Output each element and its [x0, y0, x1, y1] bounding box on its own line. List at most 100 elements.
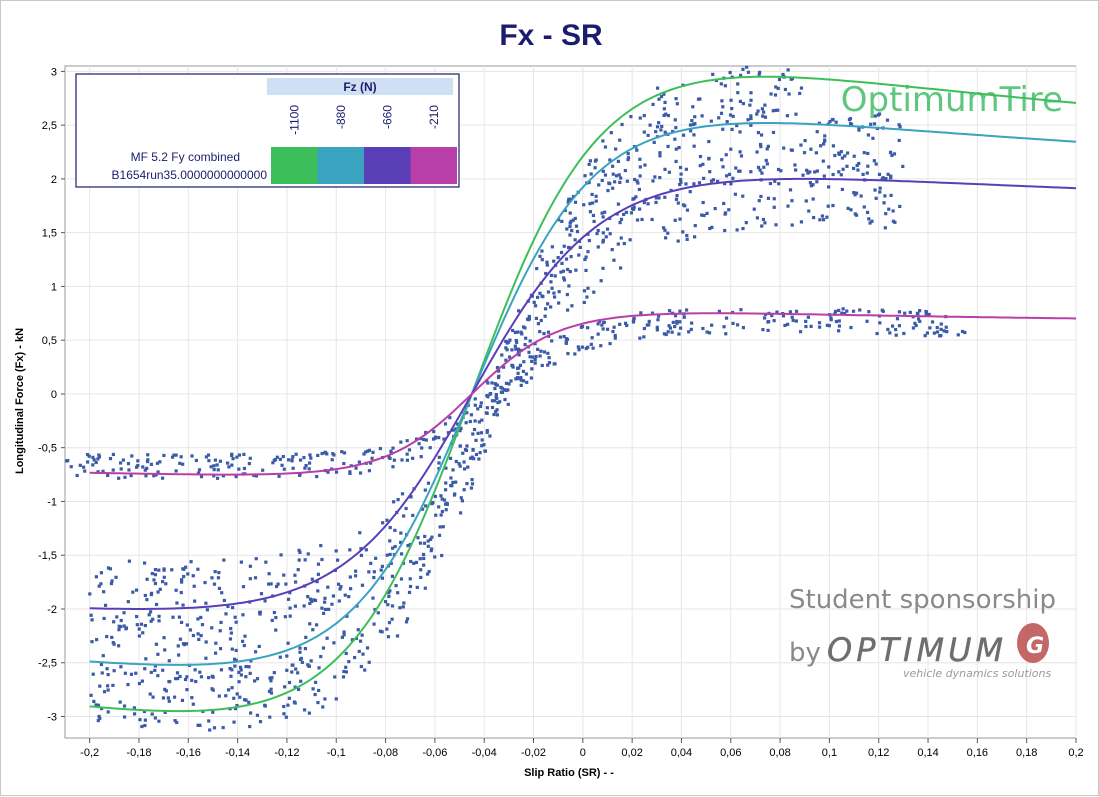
data-point	[304, 463, 308, 468]
data-point	[308, 601, 312, 606]
data-point	[594, 199, 598, 203]
x-tick-label: 0,14	[917, 747, 938, 759]
data-point	[431, 500, 435, 505]
data-point	[96, 470, 100, 474]
data-point	[132, 706, 137, 710]
data-point	[603, 173, 608, 177]
data-point	[852, 154, 856, 158]
data-point	[664, 236, 668, 240]
data-point	[443, 488, 448, 492]
data-point	[253, 576, 258, 580]
data-point	[884, 176, 888, 181]
data-point	[78, 463, 82, 467]
data-point	[741, 326, 746, 330]
data-point	[528, 355, 532, 359]
data-point	[676, 201, 680, 205]
data-point	[367, 660, 371, 664]
data-point	[793, 168, 798, 172]
data-point	[385, 553, 389, 557]
data-point	[515, 340, 519, 344]
data-point	[433, 494, 437, 499]
data-point	[730, 127, 734, 132]
data-point	[267, 572, 271, 576]
data-point	[89, 613, 93, 617]
data-point	[180, 580, 184, 584]
data-point	[574, 268, 578, 272]
y-tick-label: -2	[47, 604, 57, 616]
data-point	[840, 156, 845, 160]
data-point	[668, 326, 673, 330]
data-point	[761, 114, 765, 118]
data-point	[230, 453, 234, 458]
data-point	[387, 621, 392, 625]
data-point	[228, 637, 233, 641]
data-point	[790, 223, 794, 227]
data-point	[154, 473, 158, 477]
data-point	[406, 543, 410, 548]
optimum-tagline: vehicle dynamics solutions	[903, 667, 1051, 680]
data-point	[452, 493, 457, 497]
data-point	[601, 139, 605, 143]
data-point	[90, 618, 94, 622]
data-point	[399, 540, 403, 545]
data-point	[918, 319, 922, 323]
data-point	[226, 604, 230, 608]
data-point	[578, 245, 582, 250]
data-point	[657, 121, 661, 125]
data-point	[181, 603, 185, 607]
data-point	[468, 419, 472, 424]
data-point	[308, 453, 312, 457]
data-point	[290, 459, 294, 463]
legend-swatch-fz	[271, 147, 318, 184]
data-point	[323, 450, 327, 454]
data-point	[333, 675, 337, 679]
data-point	[391, 446, 395, 450]
data-point	[424, 438, 428, 442]
data-point	[227, 465, 231, 469]
data-point	[833, 153, 837, 158]
data-point	[438, 525, 442, 529]
data-point	[884, 212, 888, 216]
data-point	[833, 309, 838, 314]
data-point	[639, 311, 643, 315]
y-tick-label: 0,5	[42, 335, 57, 347]
data-point	[691, 105, 695, 109]
data-point	[570, 304, 574, 308]
data-point	[480, 438, 484, 442]
data-point	[861, 172, 865, 177]
data-point	[638, 157, 642, 161]
data-point	[852, 191, 856, 195]
data-point	[303, 466, 307, 470]
data-point	[126, 682, 130, 687]
data-point	[237, 670, 241, 674]
data-point	[192, 584, 196, 588]
data-point	[839, 173, 843, 177]
data-point	[553, 274, 557, 278]
data-point	[798, 330, 803, 334]
data-point	[121, 458, 125, 462]
data-point	[619, 236, 623, 240]
data-point	[662, 113, 666, 117]
data-point	[837, 319, 841, 323]
data-point	[430, 547, 434, 551]
data-point	[221, 725, 225, 730]
data-point	[369, 561, 373, 565]
data-point	[212, 464, 216, 468]
data-point	[768, 181, 773, 186]
data-point	[215, 463, 219, 467]
data-point	[85, 460, 90, 464]
data-point	[450, 484, 454, 488]
data-point	[311, 628, 315, 632]
data-point	[148, 610, 153, 614]
data-point	[218, 629, 222, 633]
data-point	[538, 254, 542, 258]
data-point	[102, 616, 106, 621]
data-point	[137, 634, 142, 638]
data-point	[385, 627, 389, 631]
data-point	[235, 703, 239, 708]
data-point	[662, 92, 666, 96]
data-point	[190, 696, 194, 700]
data-point	[677, 145, 681, 150]
data-point	[209, 465, 213, 469]
data-point	[161, 696, 166, 700]
